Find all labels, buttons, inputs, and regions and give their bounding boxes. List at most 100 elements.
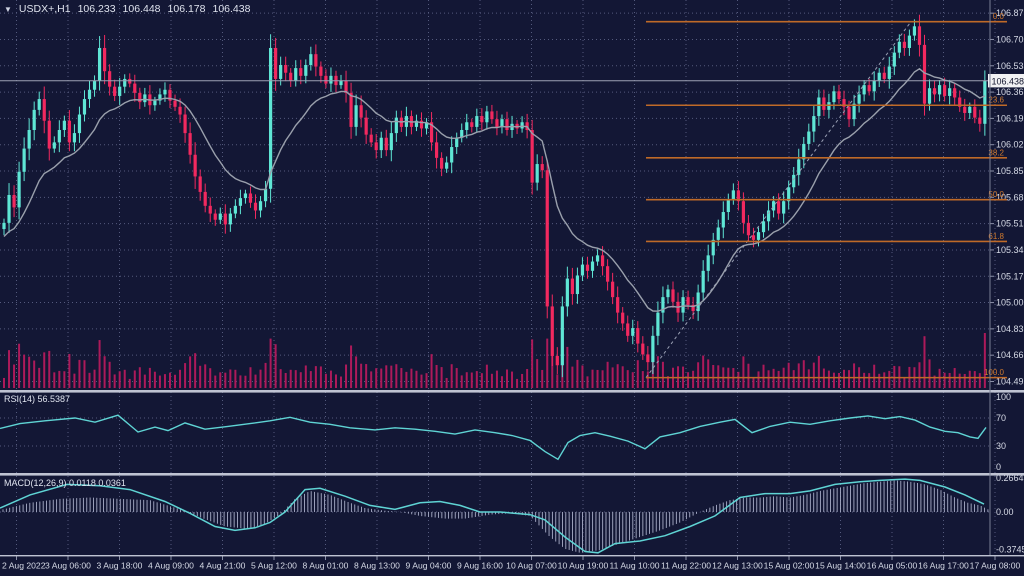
candle xyxy=(912,26,917,36)
symbol-dropdown-icon[interactable]: ▼ xyxy=(4,4,12,14)
candle xyxy=(163,89,167,95)
candle xyxy=(570,278,574,295)
candle xyxy=(867,85,871,92)
candle xyxy=(495,119,499,127)
candle xyxy=(87,89,92,100)
fib-level-label: 50.0 xyxy=(988,190,1004,199)
candle xyxy=(188,133,192,155)
volume-bar xyxy=(93,369,96,388)
volume-bar xyxy=(747,363,750,388)
candle xyxy=(756,232,761,240)
candle xyxy=(294,68,298,81)
candle xyxy=(706,255,710,271)
volume-bar xyxy=(385,365,388,388)
candle xyxy=(897,41,901,53)
candle xyxy=(309,54,313,65)
candle xyxy=(862,85,866,95)
candle xyxy=(751,235,756,240)
volume-bar xyxy=(571,366,574,388)
candle xyxy=(455,137,459,148)
volume-bar xyxy=(148,367,151,388)
candle xyxy=(726,199,730,213)
time-label: 16 Aug 17:00 xyxy=(918,561,969,571)
volume-bar xyxy=(13,364,16,388)
volume-bar xyxy=(289,369,292,388)
volume-bar xyxy=(400,368,403,388)
volume-bar xyxy=(375,368,378,388)
time-label: 15 Aug 14:00 xyxy=(815,561,866,571)
candle xyxy=(590,261,595,271)
candle xyxy=(611,281,615,298)
volume-bar xyxy=(425,373,428,388)
volume-bar xyxy=(8,350,11,388)
volume-bar xyxy=(324,373,327,388)
volume-bar xyxy=(868,373,871,388)
candle xyxy=(580,264,585,276)
rsi-indicator-label: RSI(14) 56.5387 xyxy=(4,394,71,404)
fib-level-label: 61.8 xyxy=(988,232,1004,241)
candle xyxy=(460,130,464,138)
volume-bar xyxy=(128,378,131,388)
volume-bar xyxy=(666,376,669,388)
candle xyxy=(721,212,725,228)
candle xyxy=(847,106,851,120)
candle xyxy=(857,94,861,104)
volume-bar xyxy=(18,343,21,388)
candle xyxy=(766,210,771,222)
price-tick-label: 106.535 xyxy=(996,61,1024,71)
candle xyxy=(807,131,811,144)
volume-bar xyxy=(329,370,332,388)
volume-bar xyxy=(762,364,765,388)
candle xyxy=(973,106,977,118)
candle xyxy=(802,143,806,160)
candle xyxy=(52,142,56,149)
candle xyxy=(852,103,856,120)
candle xyxy=(97,47,102,81)
volume-bar xyxy=(88,372,91,388)
volume-bar xyxy=(626,370,629,388)
panel-separator[interactable] xyxy=(0,473,1024,476)
volume-bar xyxy=(883,372,886,388)
volume-bar xyxy=(621,366,624,388)
candle xyxy=(77,114,82,134)
macd-axis-label: -0.3745 xyxy=(996,545,1024,555)
candle xyxy=(394,117,398,134)
volume-bar xyxy=(455,368,458,388)
volume-bar xyxy=(199,365,202,388)
candle xyxy=(349,92,353,127)
panel-separator[interactable] xyxy=(0,390,1024,393)
volume-bar xyxy=(541,369,544,388)
volume-bar xyxy=(480,373,483,388)
volume-bar xyxy=(973,371,976,388)
volume-bar xyxy=(928,359,931,388)
volume-bar xyxy=(606,361,609,388)
volume-bar xyxy=(772,368,775,388)
volume-bar xyxy=(239,375,242,388)
candle xyxy=(319,66,323,76)
volume-bar xyxy=(707,359,710,388)
volume-bar xyxy=(78,359,81,388)
candle xyxy=(902,41,906,48)
candle xyxy=(666,289,670,298)
volume-bar xyxy=(661,361,664,388)
time-label: 10 Aug 07:00 xyxy=(506,561,557,571)
candle xyxy=(374,142,378,151)
candle xyxy=(641,343,645,355)
volume-bar xyxy=(500,376,503,388)
candle xyxy=(626,323,630,336)
volume-bar xyxy=(420,374,423,388)
candle xyxy=(42,99,46,121)
candle xyxy=(67,120,71,143)
candle xyxy=(701,270,705,293)
price-tick-label: 105.345 xyxy=(996,245,1024,255)
volume-bar xyxy=(873,364,876,388)
macd-axis-label: 0.00 xyxy=(996,507,1014,517)
symbol-timeframe-label: USDX+,H1 xyxy=(18,3,71,15)
volume-bar xyxy=(304,365,307,388)
candle xyxy=(2,222,6,230)
volume-bar xyxy=(274,344,277,388)
candle xyxy=(263,188,268,202)
candle xyxy=(299,68,303,76)
volume-bar xyxy=(68,353,71,388)
